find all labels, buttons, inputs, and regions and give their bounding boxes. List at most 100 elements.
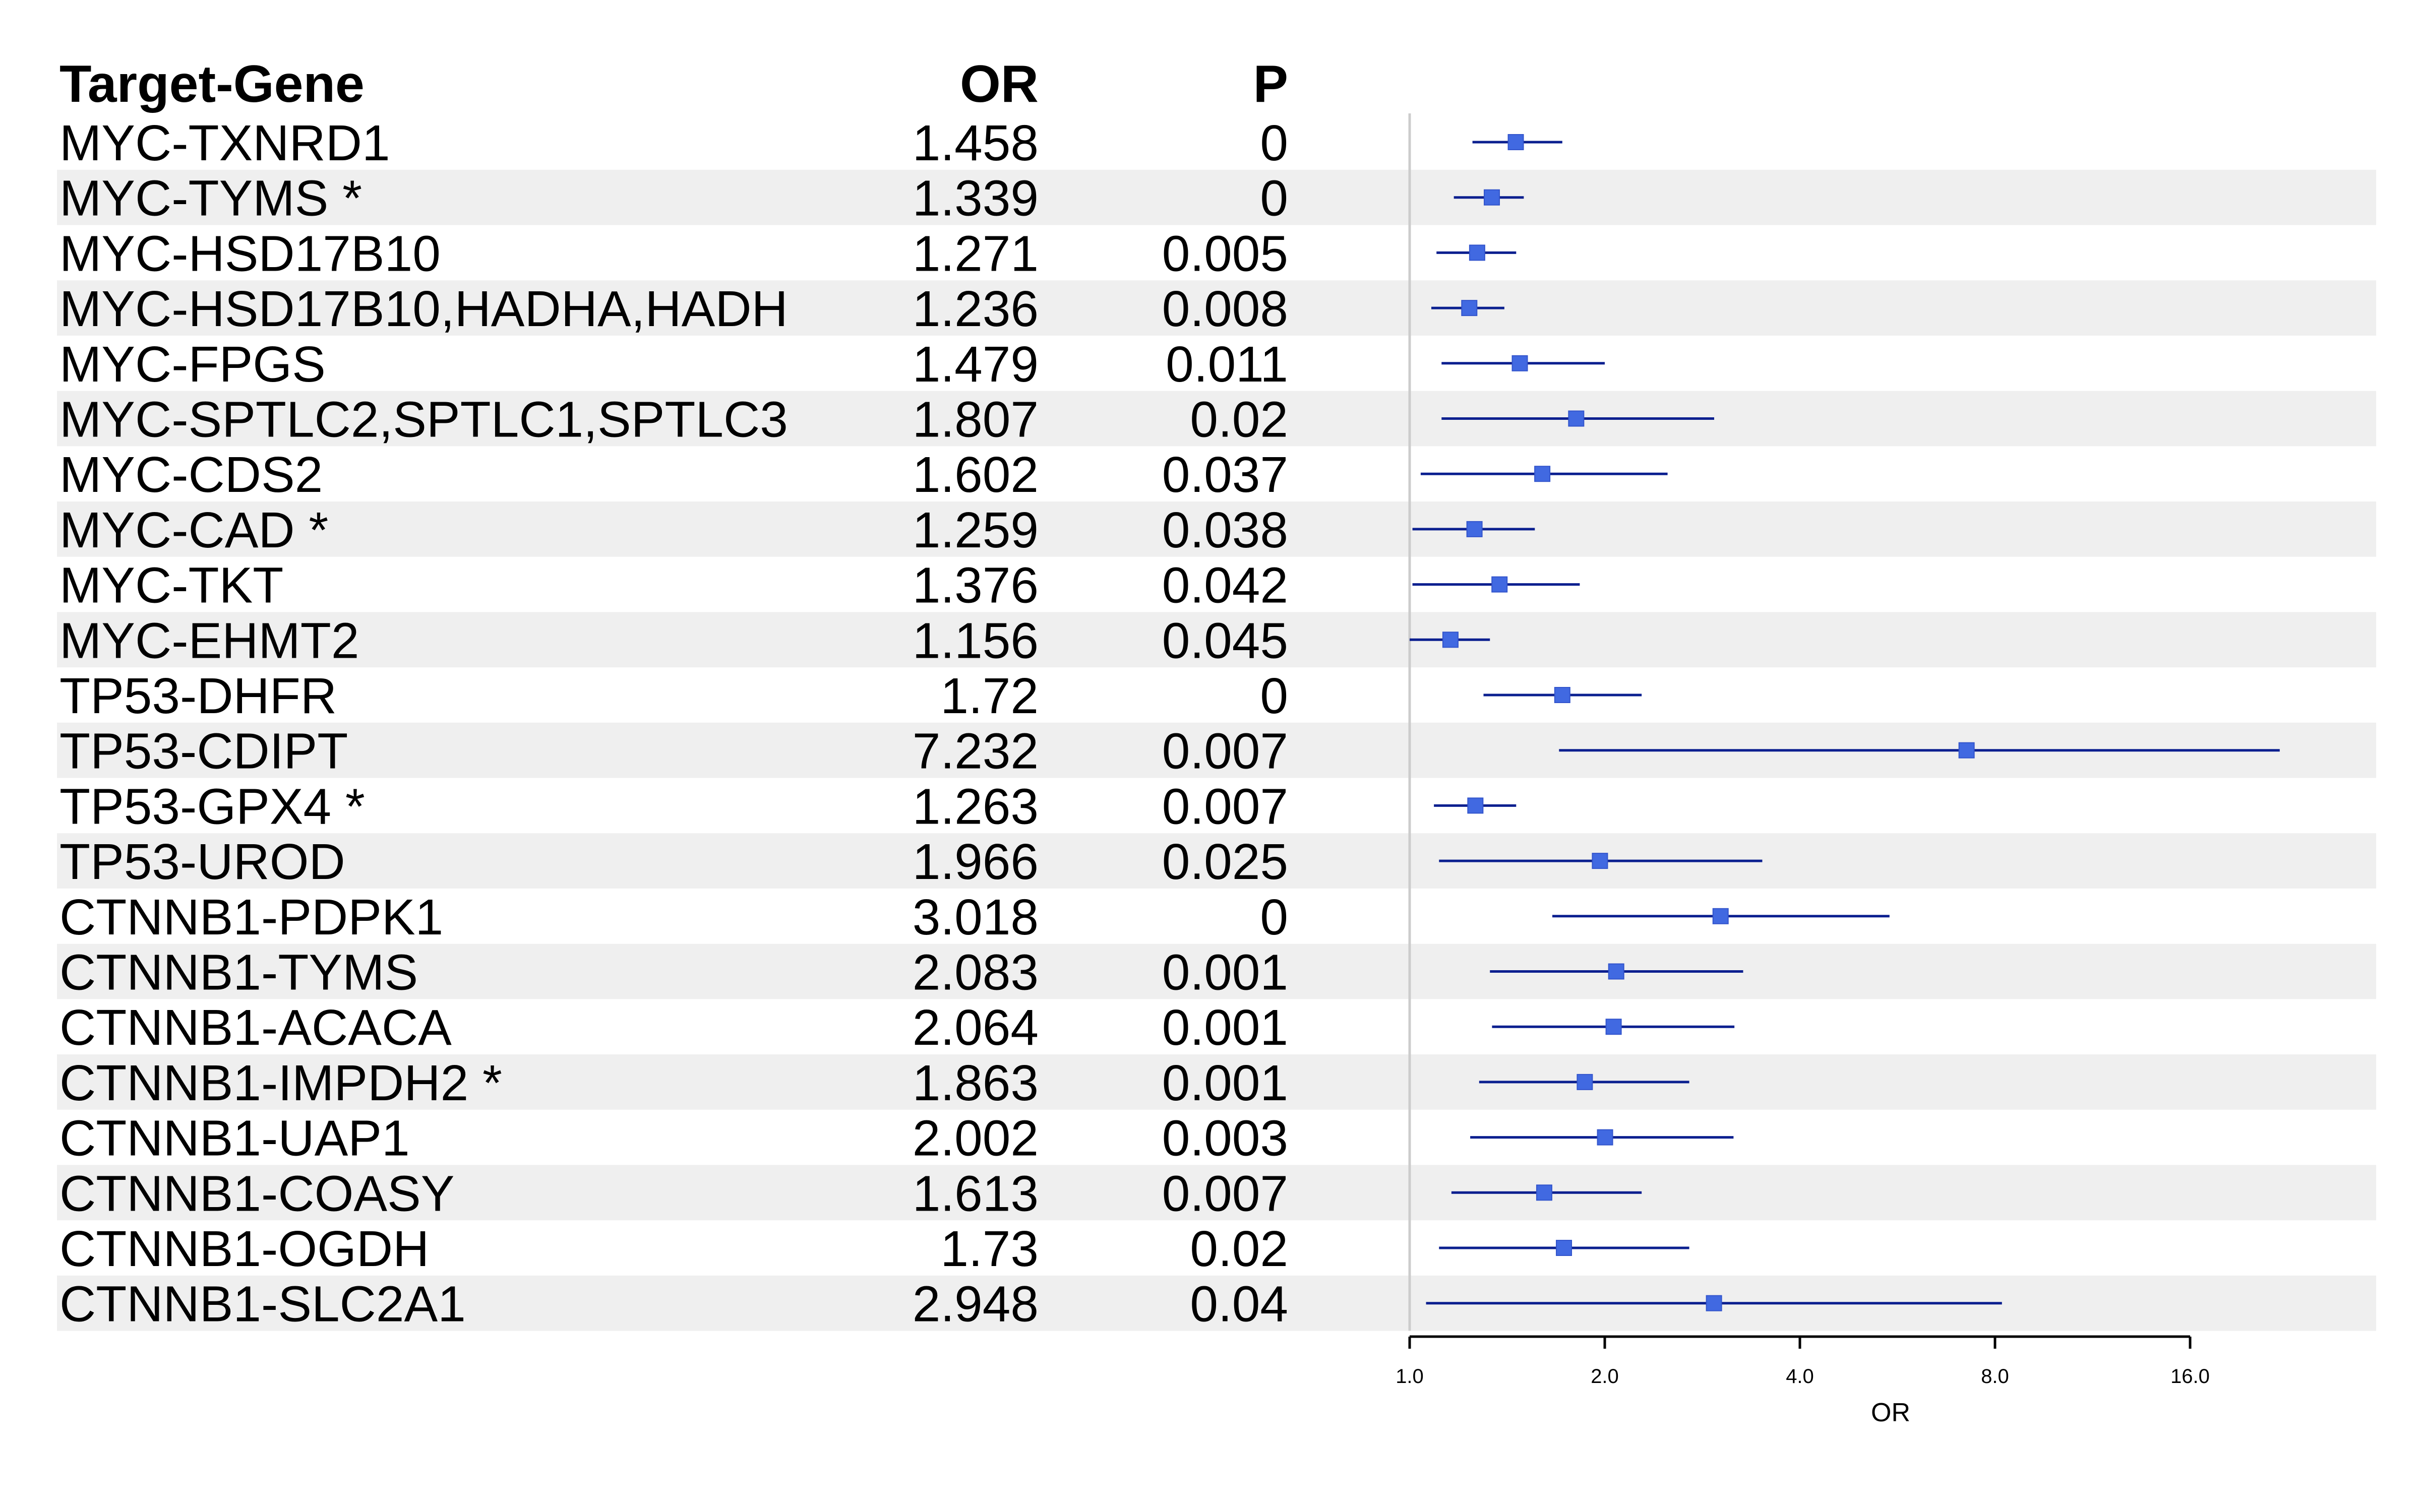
row-label: CTNNB1-TYMS <box>59 944 418 1001</box>
row-p-value: 0.007 <box>1162 723 1288 780</box>
table-rows: MYC-TXNRD1 1.458 0 MYC-TYMS * 1.339 0 MYC-HSD1… <box>59 115 1288 1333</box>
row-p-value: 0.045 <box>1162 612 1288 669</box>
row-stripe <box>57 1054 2376 1110</box>
row-stripe <box>57 280 2376 336</box>
row-p-value: 0.037 <box>1162 447 1288 503</box>
or-point <box>1469 244 1485 261</box>
x-axis: 1.0 2.0 4.0 8.0 16.0 <box>1396 1335 2210 1388</box>
row-label: MYC-FPGS <box>59 336 326 393</box>
row-p-value: 0 <box>1260 170 1288 227</box>
row-stripe <box>57 169 2376 225</box>
row-p-value: 0.007 <box>1162 1165 1288 1222</box>
row-or-value: 2.064 <box>913 999 1039 1056</box>
row-or-value: 1.479 <box>913 336 1039 393</box>
x-tick-label: 16.0 <box>2170 1365 2210 1388</box>
header-p: P <box>1253 55 1288 113</box>
row-or-value: 1.966 <box>913 834 1039 890</box>
row-p-value: 0.02 <box>1190 392 1288 448</box>
row-p-value: 0.042 <box>1162 557 1288 614</box>
row-p-value: 0.04 <box>1190 1276 1288 1333</box>
row-label: TP53-GPX4 * <box>59 778 365 835</box>
or-point <box>1461 300 1478 317</box>
or-point <box>1466 521 1483 537</box>
row-or-value: 1.376 <box>913 557 1039 614</box>
row-label: MYC-EHMT2 <box>59 612 359 669</box>
row-label: MYC-HSD17B10 <box>59 225 441 282</box>
row-label: MYC-CAD * <box>59 502 328 558</box>
or-point <box>1592 853 1608 869</box>
row-label: TP53-UROD <box>59 834 345 890</box>
x-tick-label: 8.0 <box>1981 1365 2009 1388</box>
row-p-value: 0.011 <box>1166 336 1288 393</box>
row-or-value: 1.863 <box>913 1055 1039 1111</box>
row-label: CTNNB1-ACACA <box>59 999 452 1056</box>
row-label: CTNNB1-SLC2A1 <box>59 1276 466 1333</box>
or-point <box>1608 963 1624 980</box>
row-or-value: 1.263 <box>913 778 1039 835</box>
row-or-value: 1.156 <box>913 612 1039 669</box>
row-stripe <box>57 501 2376 557</box>
or-point <box>1577 1074 1593 1090</box>
row-p-value: 0.001 <box>1162 944 1288 1001</box>
row-p-value: 0.001 <box>1162 1055 1288 1111</box>
or-point <box>1507 134 1524 150</box>
row-label: TP53-DHFR <box>59 668 337 724</box>
row-or-value: 1.236 <box>913 281 1039 337</box>
x-axis-label: OR <box>1871 1398 1910 1427</box>
row-stripe <box>57 943 2376 999</box>
row-or-value: 2.083 <box>913 944 1039 1001</box>
row-or-value: 3.018 <box>913 889 1039 946</box>
row-label: CTNNB1-PDPK1 <box>59 889 443 946</box>
row-or-value: 1.602 <box>913 447 1039 503</box>
row-or-value: 1.259 <box>913 502 1039 558</box>
row-label: CTNNB1-OGDH <box>59 1221 429 1277</box>
row-label: CTNNB1-UAP1 <box>59 1110 410 1167</box>
or-point <box>1597 1129 1613 1146</box>
row-or-value: 1.271 <box>913 225 1039 282</box>
or-point <box>1554 687 1570 703</box>
row-or-value: 1.72 <box>940 668 1039 724</box>
row-or-value: 1.613 <box>913 1165 1039 1222</box>
x-tick-label: 4.0 <box>1786 1365 1814 1388</box>
row-label: TP53-CDIPT <box>59 723 348 780</box>
or-point <box>1706 1295 1722 1311</box>
row-p-value: 0 <box>1260 889 1288 946</box>
or-point <box>1483 189 1500 206</box>
row-or-value: 7.232 <box>913 723 1039 780</box>
or-point <box>1467 797 1484 814</box>
row-p-value: 0.007 <box>1162 778 1288 835</box>
row-p-value: 0.025 <box>1162 834 1288 890</box>
or-point <box>1491 576 1508 593</box>
x-tick-label: 2.0 <box>1591 1365 1619 1388</box>
ci-marks <box>1410 134 2280 1311</box>
row-label: MYC-TYMS * <box>59 170 362 227</box>
row-stripe <box>57 612 2376 668</box>
header-target-gene: Target-Gene <box>59 55 365 113</box>
row-p-value: 0 <box>1260 668 1288 724</box>
row-p-value: 0 <box>1260 115 1288 171</box>
or-point <box>1442 632 1459 648</box>
or-point <box>1534 466 1551 482</box>
or-point <box>1568 410 1585 427</box>
or-point <box>1536 1184 1552 1201</box>
row-or-value: 1.73 <box>940 1221 1039 1277</box>
row-p-value: 0.008 <box>1162 281 1288 337</box>
row-label: CTNNB1-IMPDH2 * <box>59 1055 502 1111</box>
row-stripe <box>57 833 2376 889</box>
header-row: Target-Gene OR P <box>59 55 1288 113</box>
row-stripe <box>57 1165 2376 1221</box>
row-or-value: 2.948 <box>913 1276 1039 1333</box>
row-label: MYC-CDS2 <box>59 447 323 503</box>
or-point <box>1712 908 1729 924</box>
or-point <box>1511 355 1528 371</box>
or-point <box>1605 1019 1622 1035</box>
row-label: MYC-TXNRD1 <box>59 115 390 171</box>
row-or-value: 1.339 <box>913 170 1039 227</box>
row-p-value: 0.001 <box>1162 999 1288 1056</box>
row-or-value: 1.807 <box>913 392 1039 448</box>
row-stripe <box>57 391 2376 447</box>
row-label: MYC-TKT <box>59 557 283 614</box>
row-p-value: 0.003 <box>1162 1110 1288 1167</box>
row-or-value: 2.002 <box>913 1110 1039 1167</box>
